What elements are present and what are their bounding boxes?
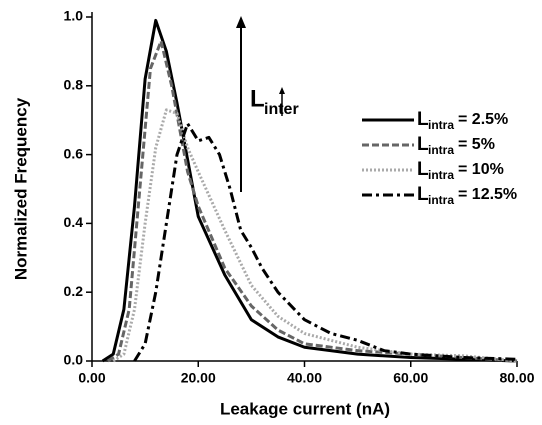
legend-label: L — [417, 109, 429, 130]
legend-label-sub: intra — [428, 143, 454, 157]
annotation-main: L — [250, 85, 265, 112]
legend-label: L — [417, 184, 429, 205]
legend-label-sub: intra — [428, 193, 454, 207]
y-tick-label: 0.0 — [64, 352, 84, 368]
x-tick-label: 60.00 — [393, 370, 428, 386]
x-tick-label: 0.00 — [78, 370, 105, 386]
legend-label: L — [417, 134, 429, 155]
series-line — [112, 108, 518, 363]
series-line — [133, 122, 518, 362]
y-tick-label: 1.0 — [64, 8, 84, 24]
x-tick-label: 40.00 — [287, 370, 322, 386]
series-line — [107, 39, 518, 363]
legend-label-sub: intra — [428, 168, 454, 182]
y-tick-label: 0.4 — [64, 214, 84, 230]
annotation-arrow — [236, 16, 285, 192]
legend-label-rest: = 5% — [458, 136, 495, 153]
series-line — [101, 18, 518, 363]
x-axis-label: Leakage current (nA) — [220, 399, 390, 418]
legend-label: L — [417, 159, 429, 180]
y-tick-label: 0.6 — [64, 145, 84, 161]
small-arrow-head — [279, 87, 285, 94]
arrow-head — [236, 16, 246, 28]
legend-label-rest: = 10% — [458, 161, 504, 178]
legend-label-rest: = 12.5% — [458, 186, 517, 203]
annotation-sub: inter — [264, 101, 299, 118]
legend-label-rest: = 2.5% — [458, 111, 508, 128]
y-axis-label: Normalized Frequency — [11, 97, 30, 280]
y-tick-label: 0.8 — [64, 77, 84, 93]
legend-label-sub: intra — [428, 118, 454, 132]
x-tick-label: 80.00 — [499, 370, 534, 386]
y-tick-label: 0.2 — [64, 283, 84, 299]
x-tick-label: 20.00 — [181, 370, 216, 386]
